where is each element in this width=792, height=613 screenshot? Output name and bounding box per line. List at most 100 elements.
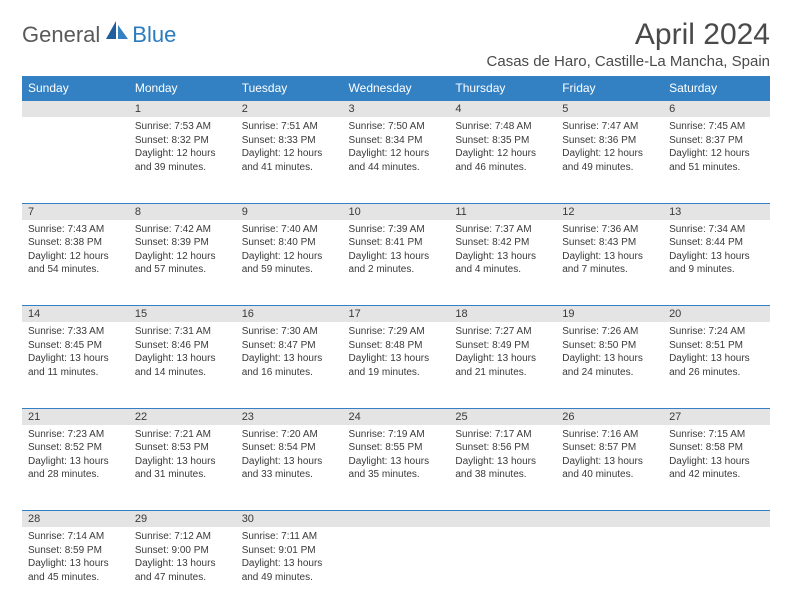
day-cell-line: Daylight: 13 hours [455, 352, 550, 366]
day-cell-line: Sunset: 8:39 PM [135, 236, 230, 250]
day-content-row: Sunrise: 7:33 AMSunset: 8:45 PM Daylight:… [22, 322, 770, 408]
day-cell-line: and 44 minutes. [349, 161, 444, 175]
day-cell [449, 527, 556, 613]
day-cell-line: Sunrise: 7:16 AM [562, 428, 657, 442]
day-number: 24 [343, 408, 450, 425]
day-cell-line: Sunrise: 7:30 AM [242, 325, 337, 339]
day-cell-line: Sunrise: 7:48 AM [455, 120, 550, 134]
day-cell-line: and 9 minutes. [669, 263, 764, 277]
day-cell: Sunrise: 7:50 AMSunset: 8:34 PMDaylight:… [343, 117, 450, 203]
day-cell-line: Sunrise: 7:43 AM [28, 223, 123, 237]
day-cell-line: Sunset: 8:45 PM [28, 339, 123, 353]
day-content-row: Sunrise: 7:23 AMSunset: 8:52 PMDaylight:… [22, 425, 770, 511]
day-cell-line: Daylight: 13 hours [135, 557, 230, 571]
day-cell-line: Daylight: 12 hours [242, 147, 337, 161]
day-cell-line: Sunset: 8:41 PM [349, 236, 444, 250]
day-number: 17 [343, 306, 450, 323]
day-cell-line: Sunrise: 7:24 AM [669, 325, 764, 339]
day-cell-line: Daylight: 13 hours [135, 352, 230, 366]
day-cell: Sunrise: 7:21 AMSunset: 8:53 PMDaylight:… [129, 425, 236, 511]
day-cell-line: and 31 minutes. [135, 468, 230, 482]
day-cell-line: Sunset: 8:50 PM [562, 339, 657, 353]
day-number-row: 14151617181920 [22, 306, 770, 323]
logo-text-general: General [22, 22, 100, 48]
day-cell-line: and 38 minutes. [455, 468, 550, 482]
day-cell-line: Daylight: 13 hours [28, 557, 123, 571]
day-header: Monday [129, 76, 236, 101]
day-cell-line: Sunrise: 7:23 AM [28, 428, 123, 442]
day-cell-line: and 41 minutes. [242, 161, 337, 175]
day-cell-line: Sunset: 8:53 PM [135, 441, 230, 455]
day-cell-line: Daylight: 12 hours [669, 147, 764, 161]
day-number: 11 [449, 203, 556, 220]
day-number: 19 [556, 306, 663, 323]
day-cell-line: and 24 minutes. [562, 366, 657, 380]
day-cell-line: Daylight: 13 hours [669, 455, 764, 469]
day-cell-line: and 7 minutes. [562, 263, 657, 277]
day-cell-line: Sunrise: 7:47 AM [562, 120, 657, 134]
day-cell-line: Daylight: 13 hours [349, 352, 444, 366]
day-cell-line: Sunset: 8:55 PM [349, 441, 444, 455]
day-number: 6 [663, 101, 770, 118]
day-cell-line: Daylight: 12 hours [28, 250, 123, 264]
day-number [449, 511, 556, 528]
day-cell-line: Sunrise: 7:33 AM [28, 325, 123, 339]
day-cell-line: and 2 minutes. [349, 263, 444, 277]
day-cell: Sunrise: 7:47 AMSunset: 8:36 PMDaylight:… [556, 117, 663, 203]
day-number: 4 [449, 101, 556, 118]
day-cell-line: and 26 minutes. [669, 366, 764, 380]
day-number: 13 [663, 203, 770, 220]
day-cell: Sunrise: 7:27 AMSunset: 8:49 PMDaylight:… [449, 322, 556, 408]
day-cell-line: Sunrise: 7:42 AM [135, 223, 230, 237]
day-number: 28 [22, 511, 129, 528]
day-cell: Sunrise: 7:14 AMSunset: 8:59 PMDaylight:… [22, 527, 129, 613]
day-number: 9 [236, 203, 343, 220]
day-cell-line: and 49 minutes. [562, 161, 657, 175]
day-header: Saturday [663, 76, 770, 101]
day-cell-line: Sunset: 8:36 PM [562, 134, 657, 148]
day-number-row: 123456 [22, 101, 770, 118]
day-cell: Sunrise: 7:36 AMSunset: 8:43 PMDaylight:… [556, 220, 663, 306]
day-cell-line: Sunrise: 7:36 AM [562, 223, 657, 237]
day-cell: Sunrise: 7:43 AMSunset: 8:38 PMDaylight:… [22, 220, 129, 306]
day-number [663, 511, 770, 528]
day-cell-line: Sunset: 8:32 PM [135, 134, 230, 148]
day-number: 23 [236, 408, 343, 425]
day-cell: Sunrise: 7:48 AMSunset: 8:35 PMDaylight:… [449, 117, 556, 203]
day-cell-line: Sunrise: 7:45 AM [669, 120, 764, 134]
day-cell-line: and 39 minutes. [135, 161, 230, 175]
day-number [556, 511, 663, 528]
day-cell-line: Sunrise: 7:37 AM [455, 223, 550, 237]
day-cell-line: and 54 minutes. [28, 263, 123, 277]
logo: General Blue [22, 22, 176, 48]
day-number: 18 [449, 306, 556, 323]
day-cell-line: Sunrise: 7:27 AM [455, 325, 550, 339]
day-cell-line: Sunset: 8:34 PM [349, 134, 444, 148]
day-cell-line: Sunset: 8:44 PM [669, 236, 764, 250]
day-cell-line: Sunset: 8:56 PM [455, 441, 550, 455]
day-cell-line: Daylight: 12 hours [242, 250, 337, 264]
day-cell-line: Sunset: 8:48 PM [349, 339, 444, 353]
day-number-row: 78910111213 [22, 203, 770, 220]
day-number: 12 [556, 203, 663, 220]
day-cell-line: and 21 minutes. [455, 366, 550, 380]
day-cell-line: Daylight: 13 hours [242, 455, 337, 469]
day-cell-line: Daylight: 13 hours [28, 455, 123, 469]
day-cell-line: Sunset: 8:51 PM [669, 339, 764, 353]
day-cell-line: Daylight: 13 hours [455, 455, 550, 469]
day-cell-line: Daylight: 13 hours [455, 250, 550, 264]
day-cell-line: Sunset: 8:58 PM [669, 441, 764, 455]
day-cell-line: and 46 minutes. [455, 161, 550, 175]
day-cell: Sunrise: 7:29 AMSunset: 8:48 PMDaylight:… [343, 322, 450, 408]
day-header: Wednesday [343, 76, 450, 101]
day-cell: Sunrise: 7:23 AMSunset: 8:52 PMDaylight:… [22, 425, 129, 511]
day-cell-line: Daylight: 13 hours [349, 250, 444, 264]
day-number: 20 [663, 306, 770, 323]
day-cell-line: Daylight: 13 hours [669, 352, 764, 366]
day-cell: Sunrise: 7:20 AMSunset: 8:54 PMDaylight:… [236, 425, 343, 511]
day-content-row: Sunrise: 7:53 AMSunset: 8:32 PMDaylight:… [22, 117, 770, 203]
day-number: 5 [556, 101, 663, 118]
day-cell-line: Daylight: 12 hours [135, 147, 230, 161]
day-cell-line: Sunrise: 7:34 AM [669, 223, 764, 237]
day-cell-line: Sunrise: 7:12 AM [135, 530, 230, 544]
